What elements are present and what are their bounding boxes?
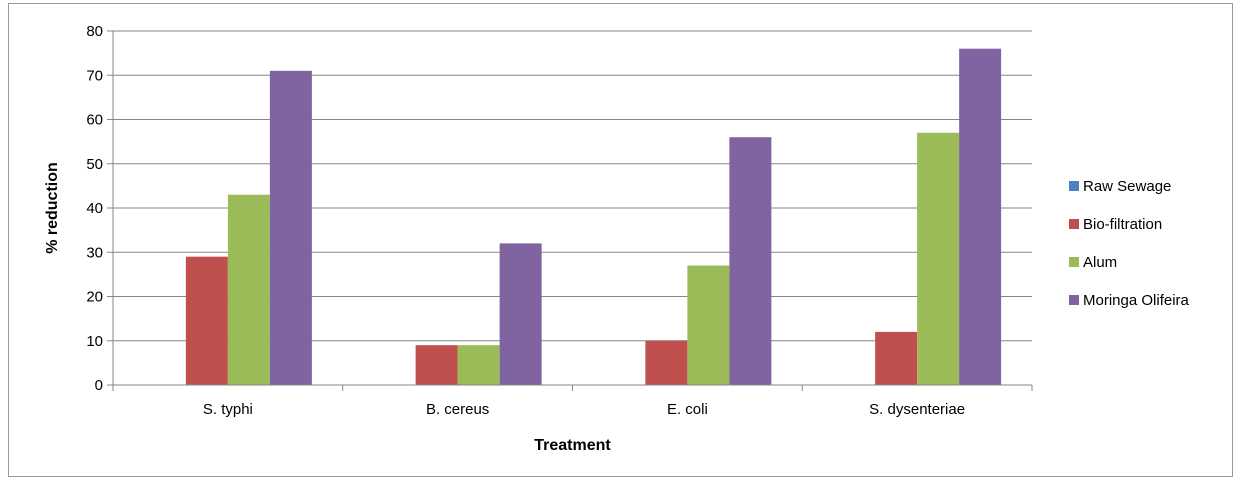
- legend-swatch: [1069, 181, 1079, 191]
- bar: [499, 243, 542, 385]
- legend-label: Moringa Olifeira: [1083, 292, 1190, 309]
- y-tick-label: 80: [86, 23, 103, 40]
- x-tick-label: E. coli: [667, 401, 708, 418]
- y-axis-ticks: 0 10 20 30 40 50 60 70 80: [86, 23, 113, 394]
- y-tick-label: 60: [86, 112, 103, 129]
- x-tick-label: S. typhi: [203, 401, 253, 418]
- legend-swatch: [1069, 257, 1079, 267]
- legend-swatch: [1069, 219, 1079, 229]
- x-tick-label: B. cereus: [426, 401, 489, 418]
- y-tick-label: 20: [86, 289, 103, 306]
- bar: [645, 340, 688, 385]
- bar: [917, 132, 960, 385]
- legend-swatch: [1069, 295, 1079, 305]
- bar: [227, 194, 270, 385]
- x-tick-label: S. dysenteriae: [869, 401, 965, 418]
- y-tick-label: 10: [86, 333, 103, 350]
- chart-frame: [8, 3, 1233, 477]
- y-axis-title: % reduction: [44, 162, 61, 254]
- bar: [185, 256, 228, 385]
- bar: [729, 137, 772, 385]
- bar: [269, 70, 312, 385]
- y-tick-label: 70: [86, 67, 103, 84]
- bar: [457, 345, 500, 385]
- bar: [415, 345, 458, 385]
- legend-label: Bio-filtration: [1083, 216, 1162, 233]
- y-tick-label: 30: [86, 244, 103, 261]
- legend-label: Raw Sewage: [1083, 178, 1171, 195]
- x-axis-title: Treatment: [534, 437, 611, 454]
- bar: [687, 265, 730, 385]
- legend-label: Alum: [1083, 254, 1117, 271]
- y-tick-label: 50: [86, 156, 103, 173]
- y-tick-label: 0: [95, 377, 103, 394]
- bar: [959, 48, 1002, 385]
- y-tick-label: 40: [86, 200, 103, 217]
- x-axis-ticks: S. typhi B. cereus E. coli S. dysenteriae: [112, 385, 1033, 418]
- bar: [875, 331, 918, 385]
- bars: [185, 48, 1002, 385]
- legend: Raw Sewage Bio-filtration Alum Moringa Olif…: [1069, 178, 1190, 309]
